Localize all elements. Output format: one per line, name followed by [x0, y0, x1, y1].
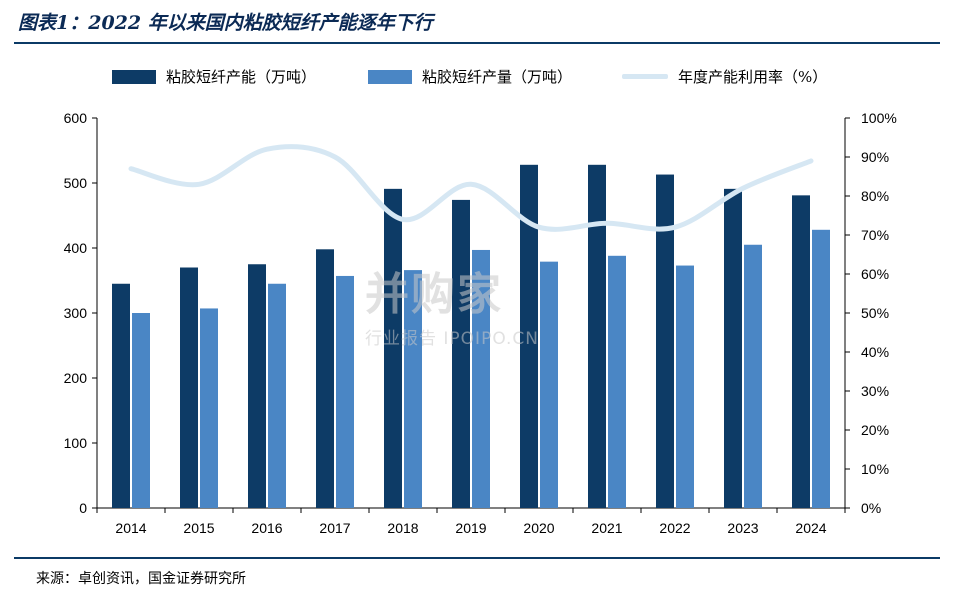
right-tick-label: 80% — [861, 188, 889, 204]
left-tick-label: 500 — [64, 175, 88, 191]
legend-label-capacity: 粘胶短纤产能（万吨） — [166, 68, 317, 86]
right-tick-label: 90% — [861, 149, 889, 165]
bar-output — [744, 244, 762, 508]
title-rule — [14, 42, 940, 44]
x-tick-label: 2016 — [251, 520, 282, 536]
legend-swatch-capacity — [112, 69, 156, 84]
bar-capacity — [248, 264, 266, 508]
right-tick-label: 100% — [861, 110, 897, 126]
x-tick-label: 2015 — [183, 520, 214, 536]
bar-capacity — [384, 188, 402, 508]
bar-output — [132, 313, 150, 508]
x-tick-label: 2019 — [455, 520, 486, 536]
left-tick-label: 600 — [64, 110, 88, 126]
watermark-main: 并购家 — [365, 269, 503, 320]
bar-output — [540, 261, 558, 508]
left-tick-label: 300 — [64, 305, 88, 321]
legend-label-output: 粘胶短纤产量（万吨） — [422, 68, 573, 86]
legend: 粘胶短纤产能（万吨） 粘胶短纤产量（万吨） 年度产能利用率（%） — [0, 66, 953, 88]
bar-capacity — [724, 188, 742, 508]
x-tick-label: 2018 — [387, 520, 418, 536]
source-rule — [14, 557, 940, 559]
legend-label-rate: 年度产能利用率（%） — [678, 68, 828, 86]
left-tick-label: 400 — [64, 240, 88, 256]
watermark: 并购家 行业报告 IPOIPO.CN — [365, 258, 539, 349]
right-tick-label: 0% — [861, 500, 881, 516]
legend-item-output: 粘胶短纤产量（万吨） — [368, 66, 572, 87]
x-tick-label: 2024 — [795, 520, 826, 536]
right-tick-label: 10% — [861, 461, 889, 477]
line-utilization-rate — [128, 144, 814, 232]
bar-capacity — [112, 283, 130, 508]
legend-swatch-output — [368, 69, 412, 84]
right-tick-label: 60% — [861, 266, 889, 282]
bar-output — [608, 255, 626, 508]
bar-output — [200, 308, 218, 508]
left-tick-label: 100 — [64, 435, 88, 451]
watermark-sub: 行业报告 IPOIPO.CN — [365, 329, 539, 349]
bar-capacity — [180, 267, 198, 508]
bar-capacity — [588, 164, 606, 509]
x-tick-label: 2021 — [591, 520, 622, 536]
bar-output — [472, 249, 490, 508]
bar-output — [404, 270, 422, 508]
left-tick-label: 200 — [64, 370, 88, 386]
bar-capacity — [792, 195, 810, 508]
source-note: 来源：卓创资讯，国金证券研究所 — [36, 571, 246, 587]
x-tick-label: 2022 — [659, 520, 690, 536]
right-tick-label: 30% — [861, 383, 889, 399]
legend-swatch-rate — [622, 74, 668, 79]
left-tick-label: 0 — [79, 500, 87, 516]
x-tick-label: 2020 — [523, 520, 554, 536]
bar-capacity — [452, 199, 470, 508]
bar-output — [812, 229, 830, 509]
right-tick-label: 50% — [861, 305, 889, 321]
x-tick-label: 2014 — [115, 520, 146, 536]
x-tick-label: 2023 — [727, 520, 758, 536]
bar-output — [336, 275, 354, 508]
bar-capacity — [520, 164, 538, 509]
right-tick-label: 40% — [861, 344, 889, 360]
x-tick-label: 2017 — [319, 520, 350, 536]
right-tick-label: 20% — [861, 422, 889, 438]
bar-capacity — [656, 174, 674, 509]
chart-title: 图表1：2022 年以来国内粘胶短纤产能逐年下行 — [18, 12, 433, 34]
bar-output — [268, 283, 286, 508]
legend-item-rate: 年度产能利用率（%） — [622, 66, 827, 87]
bar-capacity — [316, 249, 334, 509]
bar-output — [676, 265, 694, 508]
right-tick-label: 70% — [861, 227, 889, 243]
legend-item-capacity: 粘胶短纤产能（万吨） — [112, 66, 316, 87]
